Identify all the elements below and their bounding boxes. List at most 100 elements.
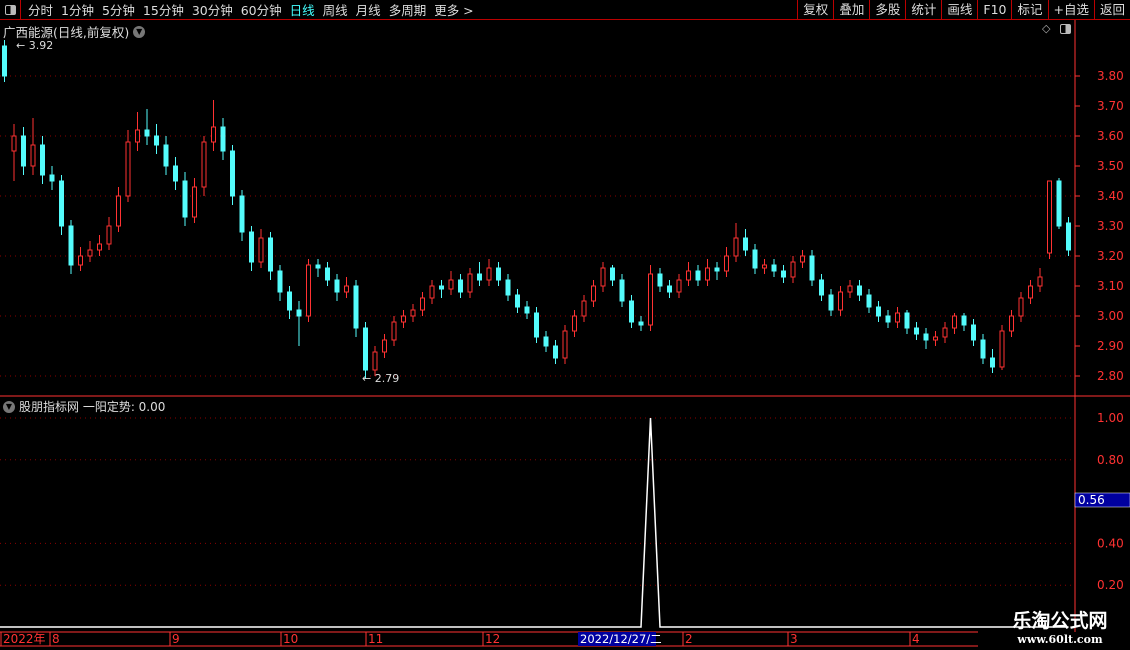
candle-up <box>11 135 17 152</box>
panel-toggle-icon[interactable] <box>1060 24 1071 34</box>
candle-up <box>1047 180 1052 254</box>
candle-up <box>762 264 767 269</box>
candle-down <box>534 312 539 338</box>
toolbar-button[interactable]: 叠加 <box>833 0 869 20</box>
candle-up <box>724 255 729 272</box>
period-tab[interactable]: 多周期 <box>388 3 427 18</box>
candle-down <box>543 336 549 347</box>
candle-up <box>733 237 739 257</box>
candle-down <box>315 264 321 269</box>
candle-down <box>990 357 995 368</box>
candle-up <box>562 330 568 359</box>
candle-down <box>752 249 758 269</box>
period-tab[interactable]: 15分钟 <box>142 3 184 18</box>
toolbar-button[interactable]: 复权 <box>797 0 833 20</box>
price-axis-label: 3.00 <box>1097 309 1124 323</box>
candle-down <box>828 294 834 311</box>
candle-down <box>296 309 302 317</box>
toolbar-button[interactable]: 画线 <box>941 0 977 20</box>
candle-up <box>486 267 492 281</box>
candle-down <box>439 285 444 290</box>
candle-up <box>1009 315 1014 332</box>
period-tab[interactable]: 5分钟 <box>101 3 135 18</box>
price-axis-label: 3.40 <box>1097 189 1124 203</box>
period-tab[interactable]: 60分钟 <box>240 3 282 18</box>
candle-down <box>40 144 45 176</box>
selected-date-box <box>578 632 656 646</box>
chevron-down-icon[interactable]: ▼ <box>133 25 146 38</box>
period-tab[interactable]: 1分钟 <box>61 3 94 18</box>
date-label: 2022年 <box>3 632 46 646</box>
candle-down <box>287 291 292 311</box>
price-axis-label: 3.80 <box>1097 69 1124 83</box>
price-axis-label: 3.70 <box>1097 99 1124 113</box>
watermark-name: 乐淘公式网 <box>1012 610 1108 632</box>
candle-down <box>876 306 881 317</box>
diamond-icon[interactable]: ◇ <box>1042 22 1051 35</box>
cursor-value: 0.56 <box>1078 493 1105 507</box>
candle-up <box>933 336 938 341</box>
candle-down <box>325 267 330 281</box>
period-tab[interactable]: 周线 <box>322 3 348 18</box>
date-label: 8 <box>52 632 60 646</box>
candle-up <box>306 264 311 317</box>
candle-up <box>581 300 587 317</box>
candle-down <box>154 135 159 146</box>
candle-up <box>192 186 197 218</box>
candle-down <box>1066 222 1071 251</box>
candle-up <box>401 315 406 323</box>
candle-down <box>239 195 245 233</box>
period-tab[interactable]: 30分钟 <box>191 3 233 18</box>
period-tab[interactable]: 更多 > <box>434 3 474 18</box>
candle-up <box>686 270 691 281</box>
date-label: 11 <box>368 632 383 646</box>
candle-up <box>382 339 387 353</box>
price-axis-label: 3.60 <box>1097 129 1124 143</box>
candle-up <box>97 243 102 251</box>
toolbar-button[interactable]: 多股 <box>869 0 905 20</box>
candle-down <box>21 135 26 167</box>
indicator-axis-label: 0.80 <box>1097 453 1124 467</box>
candle-down <box>619 279 625 302</box>
toolbar-button[interactable]: +自选 <box>1047 0 1094 20</box>
sidebar-toggle-button[interactable] <box>0 0 21 20</box>
price-axis-label: 3.50 <box>1097 159 1124 173</box>
candle-down <box>458 279 463 293</box>
candle-down <box>68 225 74 266</box>
toolbar-button[interactable]: 标记 <box>1011 0 1047 20</box>
candle-down <box>163 144 169 167</box>
candle-up <box>800 255 805 263</box>
candle-up <box>201 141 207 188</box>
price-axis-label: 3.10 <box>1097 279 1124 293</box>
candle-up <box>999 330 1005 368</box>
date-label: 10 <box>283 632 298 646</box>
candle-down <box>971 324 976 341</box>
candle-down <box>695 270 701 281</box>
candle-up <box>429 285 435 299</box>
candle-up <box>591 285 596 302</box>
stock-title: 广西能源(日线,前复权) <box>3 25 130 40</box>
candle-up <box>258 237 264 263</box>
candle-down <box>857 285 862 296</box>
chevron-down-icon[interactable]: ▼ <box>3 400 15 413</box>
candle-down <box>781 270 786 278</box>
selected-date: 2022/12/27/二 <box>580 632 662 646</box>
candle-down <box>914 327 919 335</box>
toolbar-button[interactable]: F10 <box>977 0 1011 20</box>
min-price-label: ← 2.79 <box>362 372 399 385</box>
candle-up <box>420 297 425 311</box>
period-tab[interactable]: 月线 <box>355 3 381 18</box>
candle-down <box>629 300 634 323</box>
candle-up <box>648 273 653 326</box>
candle-down <box>515 294 520 308</box>
toolbar-button[interactable]: 返回 <box>1093 0 1130 20</box>
period-tab[interactable]: 分时 <box>28 3 54 18</box>
date-label: 3 <box>790 632 798 646</box>
candle-up <box>211 126 216 143</box>
period-tab[interactable]: 日线 <box>289 3 315 18</box>
candle-down <box>59 180 64 227</box>
candle-up <box>952 315 957 329</box>
toolbar-button[interactable]: 统计 <box>905 0 941 20</box>
candle-up <box>942 327 948 338</box>
